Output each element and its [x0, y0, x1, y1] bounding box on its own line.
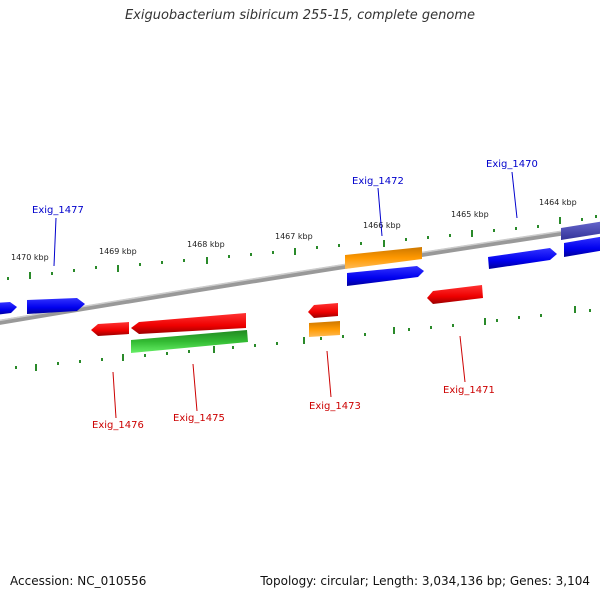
gene-arrow-exig-1472[interactable]	[347, 266, 424, 286]
upper-tick-track	[7, 215, 597, 280]
gene-arrow-exig-1473[interactable]	[309, 321, 340, 337]
gene-arrow-purple[interactable]	[561, 221, 600, 240]
gene-arrow-exig-1477[interactable]	[27, 298, 85, 314]
genome-title: Exiguobacterium sibiricum 255-15, comple…	[124, 8, 476, 23]
tick-label: 1464 kbp	[539, 198, 577, 207]
gene-label-exig-1472[interactable]: Exig_1472	[352, 176, 404, 187]
tick-label: 1470 kbp	[11, 253, 49, 262]
gene-arrow-exig-1475-red[interactable]	[131, 313, 246, 334]
tick-label: 1468 kbp	[187, 240, 225, 249]
gene-label-exig-1470[interactable]: Exig_1470	[486, 159, 538, 170]
tick-label: 1466 kbp	[363, 221, 401, 230]
tick-label: 1469 kbp	[99, 247, 137, 256]
reverse-callout-lines	[112, 335, 466, 419]
gene-arrow-exig-1475[interactable]	[131, 330, 248, 353]
genome-summary: Topology: circular; Length: 3,034,136 bp…	[260, 574, 590, 588]
tick-label: 1465 kbp	[451, 210, 489, 219]
gene-label-exig-1477[interactable]: Exig_1477	[32, 205, 84, 216]
lower-tick-track	[15, 306, 591, 371]
gene-label-exig-1473[interactable]: Exig_1473	[309, 401, 361, 412]
forward-callout-lines	[53, 171, 518, 267]
gene-arrow-exig-1471[interactable]	[427, 285, 483, 304]
gene-arrow-exig-1470[interactable]	[488, 248, 557, 269]
gene-arrow-exig-1476[interactable]	[91, 322, 129, 336]
gene-label-exig-1471[interactable]: Exig_1471	[443, 385, 495, 396]
gene-arrow-forward-right[interactable]	[564, 236, 600, 257]
tick-label: 1467 kbp	[275, 232, 313, 241]
gene-arrow-exig-1472-orange[interactable]	[345, 247, 422, 269]
gene-arrow-forward[interactable]	[0, 302, 17, 315]
gene-label-exig-1476[interactable]: Exig_1476	[92, 420, 144, 431]
gene-label-exig-1475[interactable]: Exig_1475	[173, 413, 225, 424]
gene-arrow-exig-1473-red[interactable]	[308, 303, 338, 318]
accession-label: Accession: NC_010556	[10, 574, 147, 588]
